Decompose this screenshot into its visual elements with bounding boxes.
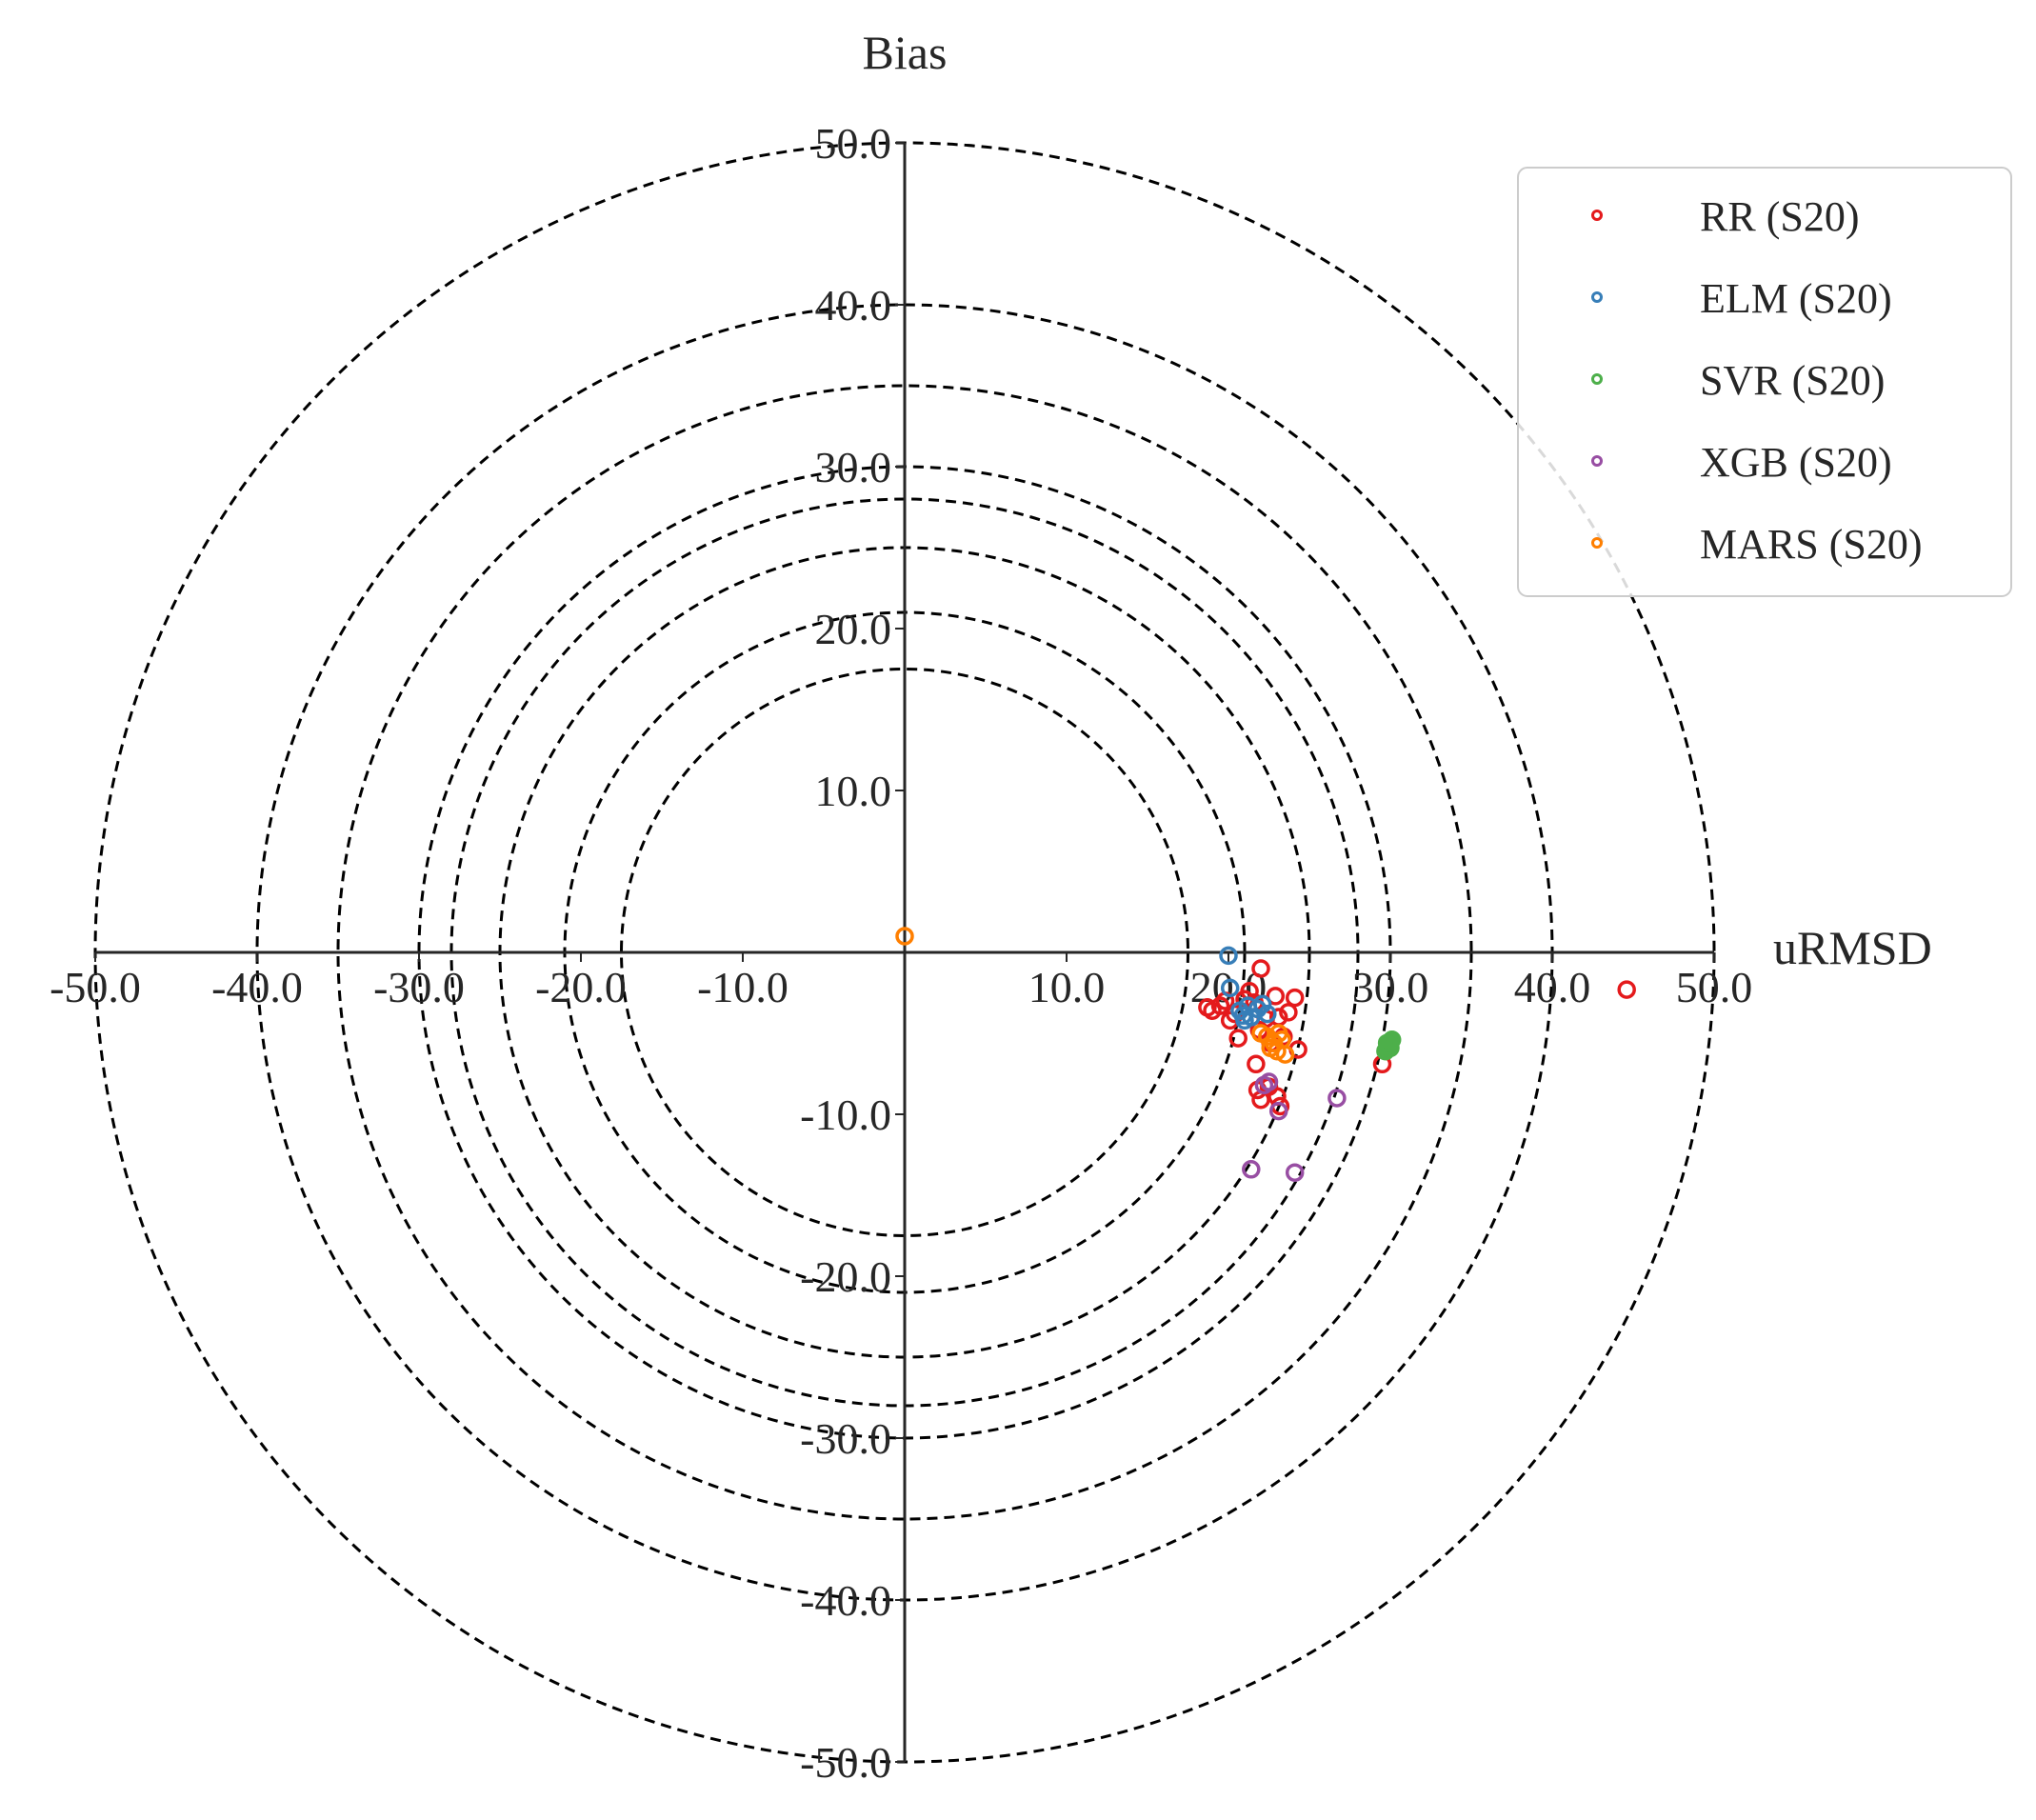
y-tick-label: -10.0 [800,1090,891,1139]
point-rr [1617,980,1636,999]
legend-label: RR (S20) [1700,193,1859,240]
legend: RR (S20) ELM (S20) SVR (S20) XGB (S20) MARS … [1517,167,2012,597]
point-rr [1266,987,1286,1006]
point-elm [1238,996,1258,1015]
x-tick-label: 30.0 [1352,963,1429,1011]
y-tick-label: 50.0 [815,119,892,168]
legend-marker [1591,537,1603,549]
axes [95,143,1714,1762]
point-xgb [1268,1101,1288,1121]
point-rr [1210,996,1230,1015]
point-rr [1279,1003,1298,1022]
y-tick-label: -50.0 [800,1738,891,1787]
point-xgb [1242,1160,1261,1179]
point-mars [1275,1045,1295,1064]
point-elm [1219,946,1238,966]
x-tick-label: -40.0 [211,963,303,1011]
point-rr [1285,988,1305,1008]
legend-marker [1591,291,1603,303]
legend-marker [1591,210,1603,221]
x-tick-label: 40.0 [1514,963,1591,1011]
y-tick-label: -30.0 [800,1414,891,1463]
legend-label: SVR (S20) [1700,357,1885,404]
point-rr [1247,1054,1266,1074]
legend-frame [1517,167,2012,597]
point-elm [1233,1006,1253,1026]
point-xgb [1259,1072,1279,1091]
point-elm [1220,978,1240,998]
y-tick-label: -20.0 [800,1252,891,1301]
legend-label: MARS (S20) [1700,521,1923,568]
x-tick-label: -20.0 [535,963,627,1011]
point-svr [1377,1033,1397,1052]
point-xgb [1327,1089,1347,1108]
point-rr [1251,959,1270,978]
x-tick-label: 10.0 [1028,963,1106,1011]
y-tick-label: 40.0 [815,281,892,330]
x-tick-label: 50.0 [1676,963,1753,1011]
legend-label: XGB (S20) [1700,439,1892,486]
point-xgb [1285,1163,1305,1182]
legend-marker [1591,373,1603,385]
x-ticks: -50.0 -40.0 -30.0 -20.0 -10.0 10.0 20.0 30.0 40.… [50,952,1752,1011]
point-elm [1258,1004,1277,1024]
point-elm [1248,999,1268,1019]
x-tick-label: -10.0 [697,963,788,1011]
y-axis-label: Bias [863,26,948,79]
x-tick-label: -50.0 [50,963,141,1011]
legend-items: RR (S20) ELM (S20) SVR (S20) XGB (S20) MARS … [1591,193,1923,568]
point-rr [1228,1029,1248,1048]
data-points [895,927,1636,1182]
legend-marker [1591,455,1603,467]
y-tick-label: 20.0 [815,605,892,653]
y-tick-label: 10.0 [815,767,892,815]
point-mars [1261,1038,1280,1058]
legend-label: ELM (S20) [1700,275,1892,322]
x-axis-label: uRMSD [1773,921,1932,974]
y-ticks: 50.0 40.0 30.0 20.0 10.0 -10.0 -20.0 -30.0 -40.0… [800,119,905,1787]
x-tick-label: -30.0 [373,963,465,1011]
y-tick-label: 30.0 [815,443,892,491]
point-mars [895,927,914,946]
y-tick-label: -40.0 [800,1576,891,1625]
